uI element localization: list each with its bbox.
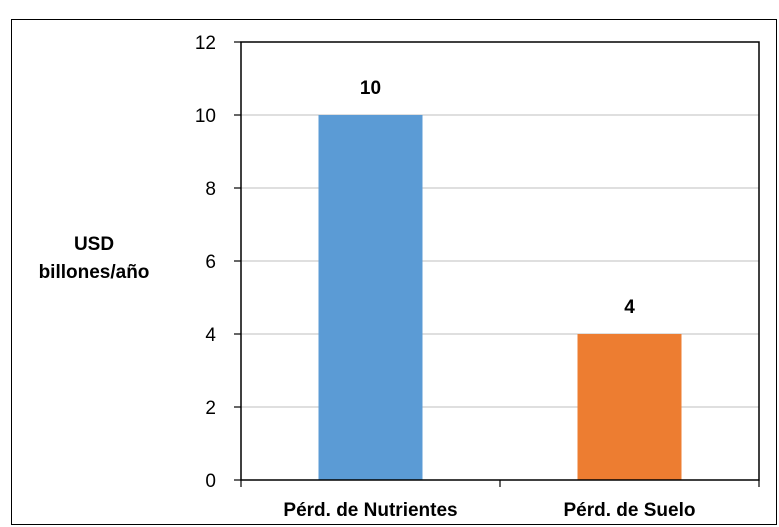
y-axis-ticks: 0 2 4 6 8 10 12 <box>195 33 760 492</box>
y-tick-label: 2 <box>205 398 216 419</box>
y-axis-label-line-2: billones/año <box>39 262 150 283</box>
y-tick-label: 0 <box>205 471 216 492</box>
bar <box>318 115 423 480</box>
y-tick-label: 6 <box>205 252 216 273</box>
y-tick-label: 12 <box>195 33 216 54</box>
data-label: 4 <box>624 297 635 318</box>
y-axis-label-line-1: USD <box>74 234 114 255</box>
labels: 10 Pérd. de Nutrientes 4 Pérd. de Suelo <box>283 78 695 521</box>
x-category-label: Pérd. de Nutrientes <box>283 500 457 521</box>
y-tick-label: 4 <box>205 325 216 346</box>
bars <box>318 115 682 480</box>
bar <box>577 334 682 480</box>
data-label: 10 <box>360 78 381 99</box>
x-category-label: Pérd. de Suelo <box>564 500 696 521</box>
y-tick-label: 10 <box>195 106 216 127</box>
y-tick-label: 8 <box>205 179 216 200</box>
